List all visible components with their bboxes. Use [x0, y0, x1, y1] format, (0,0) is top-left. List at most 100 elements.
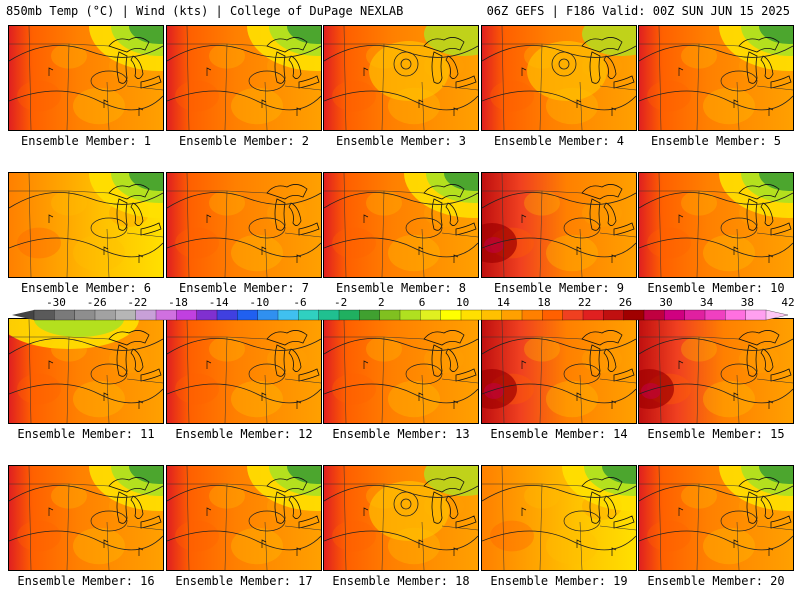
ensemble-member-label: Ensemble Member: 8: [335, 281, 467, 295]
colorbar-swatch: [603, 309, 625, 321]
colorbar-swatch: [359, 309, 381, 321]
ensemble-map-3: [323, 25, 479, 131]
colorbar-swatch: [74, 309, 96, 321]
colorbar-tick-label: 18: [537, 296, 551, 309]
ensemble-member-label: Ensemble Member: 14: [490, 427, 628, 441]
ensemble-map-19: [481, 465, 637, 571]
ensemble-member-label: Ensemble Member: 16: [17, 574, 155, 588]
ensemble-map-7: [166, 172, 322, 278]
map-graphic: [167, 26, 321, 130]
ensemble-map-15: [638, 318, 794, 424]
map-graphic: [639, 26, 793, 130]
colorbar-max-arrow: [765, 309, 788, 321]
colorbar-swatch: [318, 309, 340, 321]
colorbar-swatch: [643, 309, 665, 321]
colorbar-tick-label: 14: [496, 296, 510, 309]
colorbar-swatch: [481, 309, 503, 321]
colorbar-swatch: [582, 309, 604, 321]
map-graphic: [639, 173, 793, 277]
ensemble-member-label: Ensemble Member: 1: [20, 134, 152, 148]
ensemble-member-label: Ensemble Member: 6: [20, 281, 152, 295]
colorbar-tick-label: 2: [378, 296, 385, 309]
ensemble-member-label: Ensemble Member: 15: [647, 427, 785, 441]
colorbar-swatch: [460, 309, 482, 321]
ensemble-map-13: [323, 318, 479, 424]
map-graphic: [167, 466, 321, 570]
ensemble-member-label: Ensemble Member: 4: [493, 134, 625, 148]
colorbar-swatch: [399, 309, 421, 321]
colorbar-swatch: [135, 309, 157, 321]
colorbar-swatch: [623, 309, 645, 321]
chart-title: 850mb Temp (°C) | Wind (kts) | College o…: [6, 4, 404, 18]
ensemble-member-label: Ensemble Member: 12: [175, 427, 313, 441]
ensemble-member-label: Ensemble Member: 9: [493, 281, 625, 295]
colorbar-swatch: [54, 309, 76, 321]
colorbar-tick-label: -6: [293, 296, 307, 309]
colorbar-tick-label: -18: [168, 296, 188, 309]
colorbar-tick-label: 42: [781, 296, 795, 309]
ensemble-map-17: [166, 465, 322, 571]
map-graphic: [482, 26, 636, 130]
colorbar-tick-label: -10: [249, 296, 270, 309]
map-graphic: [324, 173, 478, 277]
ensemble-map-1: [8, 25, 164, 131]
ensemble-member-label: Ensemble Member: 11: [17, 427, 155, 441]
colorbar-tick-label: -14: [208, 296, 229, 309]
colorbar-swatch: [521, 309, 543, 321]
map-graphic: [9, 26, 163, 130]
colorbar-tick-label: 26: [618, 296, 632, 309]
ensemble-member-label: Ensemble Member: 19: [490, 574, 628, 588]
colorbar-swatch: [176, 309, 198, 321]
map-graphic: [324, 466, 478, 570]
colorbar-swatch: [237, 309, 259, 321]
map-graphic: [9, 466, 163, 570]
colorbar-swatch: [440, 309, 462, 321]
colorbar-swatch: [257, 309, 279, 321]
ensemble-map-12: [166, 318, 322, 424]
temperature-colorbar: [12, 309, 788, 321]
ensemble-member-label: Ensemble Member: 17: [175, 574, 313, 588]
ensemble-member-label: Ensemble Member: 5: [650, 134, 782, 148]
colorbar-swatch: [745, 309, 767, 321]
colorbar-tick-label: 38: [740, 296, 754, 309]
colorbar-tick-label: -26: [86, 296, 107, 309]
colorbar-min-arrow: [12, 310, 34, 320]
colorbar-swatch: [664, 309, 686, 321]
map-graphic: [482, 319, 636, 423]
map-graphic: [9, 173, 163, 277]
colorbar-swatch: [94, 309, 116, 321]
colorbar-swatch: [420, 309, 442, 321]
colorbar-swatch: [216, 309, 238, 321]
colorbar-tick-label: 10: [456, 296, 470, 309]
ensemble-map-8: [323, 172, 479, 278]
colorbar-tick-label: 6: [418, 296, 426, 309]
model-run-info: 06Z GEFS | F186 Valid: 00Z SUN JUN 15 20…: [486, 4, 790, 18]
colorbar-swatch: [501, 309, 523, 321]
colorbar-tick-label: 30: [659, 296, 673, 309]
colorbar-swatch: [277, 309, 299, 321]
colorbar-swatch: [562, 309, 584, 321]
ensemble-member-label: Ensemble Member: 18: [332, 574, 470, 588]
ensemble-map-5: [638, 25, 794, 131]
ensemble-map-18: [323, 465, 479, 571]
map-graphic: [324, 319, 478, 423]
ensemble-map-16: [8, 465, 164, 571]
map-graphic: [9, 319, 163, 423]
ensemble-map-20: [638, 465, 794, 571]
ensemble-map-9: [481, 172, 637, 278]
colorbar-swatch: [725, 309, 747, 321]
ensemble-map-10: [638, 172, 794, 278]
map-graphic: [639, 466, 793, 570]
ensemble-map-14: [481, 318, 637, 424]
colorbar-swatch: [298, 309, 320, 321]
colorbar-swatch: [379, 309, 401, 321]
ensemble-member-label: Ensemble Member: 20: [647, 574, 785, 588]
colorbar-tick-label: -2: [334, 296, 348, 309]
colorbar-swatch: [115, 309, 137, 321]
map-graphic: [482, 466, 636, 570]
ensemble-member-label: Ensemble Member: 2: [178, 134, 310, 148]
ensemble-member-label: Ensemble Member: 13: [332, 427, 470, 441]
map-graphic: [639, 319, 793, 423]
ensemble-map-2: [166, 25, 322, 131]
colorbar-swatch: [155, 309, 177, 321]
